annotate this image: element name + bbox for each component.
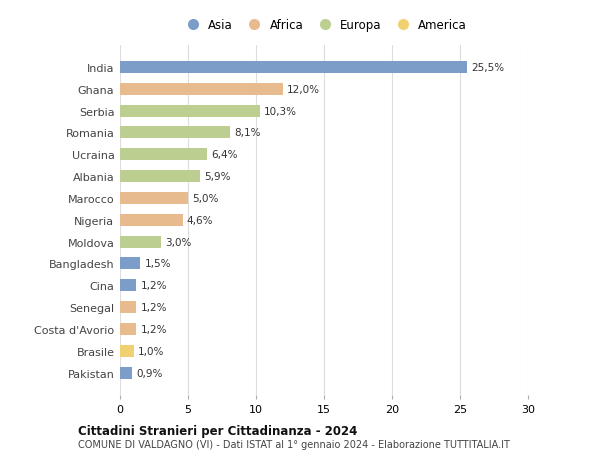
Bar <box>120 192 188 205</box>
Text: 10,3%: 10,3% <box>264 106 297 116</box>
Text: 12,0%: 12,0% <box>287 84 320 95</box>
Text: 1,2%: 1,2% <box>140 325 167 334</box>
Bar <box>120 258 140 270</box>
Text: 4,6%: 4,6% <box>187 215 213 225</box>
Legend: Asia, Africa, Europa, America: Asia, Africa, Europa, America <box>179 17 469 34</box>
Text: 3,0%: 3,0% <box>165 237 191 247</box>
Text: 1,2%: 1,2% <box>140 302 167 313</box>
Bar <box>120 302 136 313</box>
Text: COMUNE DI VALDAGNO (VI) - Dati ISTAT al 1° gennaio 2024 - Elaborazione TUTTITALI: COMUNE DI VALDAGNO (VI) - Dati ISTAT al … <box>78 440 510 449</box>
Text: 1,5%: 1,5% <box>145 259 171 269</box>
Bar <box>120 280 136 292</box>
Bar <box>120 84 283 95</box>
Bar <box>120 127 230 139</box>
Text: 6,4%: 6,4% <box>211 150 238 160</box>
Bar <box>120 171 200 183</box>
Text: 5,9%: 5,9% <box>205 172 231 182</box>
Text: 25,5%: 25,5% <box>471 63 504 73</box>
Text: 0,9%: 0,9% <box>136 368 163 378</box>
Bar <box>120 106 260 118</box>
Text: 1,0%: 1,0% <box>137 346 164 356</box>
Bar <box>120 323 136 335</box>
Bar <box>120 345 134 357</box>
Bar <box>120 367 132 379</box>
Bar <box>120 149 207 161</box>
Bar <box>120 62 467 74</box>
Text: 5,0%: 5,0% <box>192 194 218 203</box>
Text: Cittadini Stranieri per Cittadinanza - 2024: Cittadini Stranieri per Cittadinanza - 2… <box>78 424 358 437</box>
Text: 8,1%: 8,1% <box>234 128 261 138</box>
Bar <box>120 236 161 248</box>
Text: 1,2%: 1,2% <box>140 281 167 291</box>
Bar <box>120 214 182 226</box>
